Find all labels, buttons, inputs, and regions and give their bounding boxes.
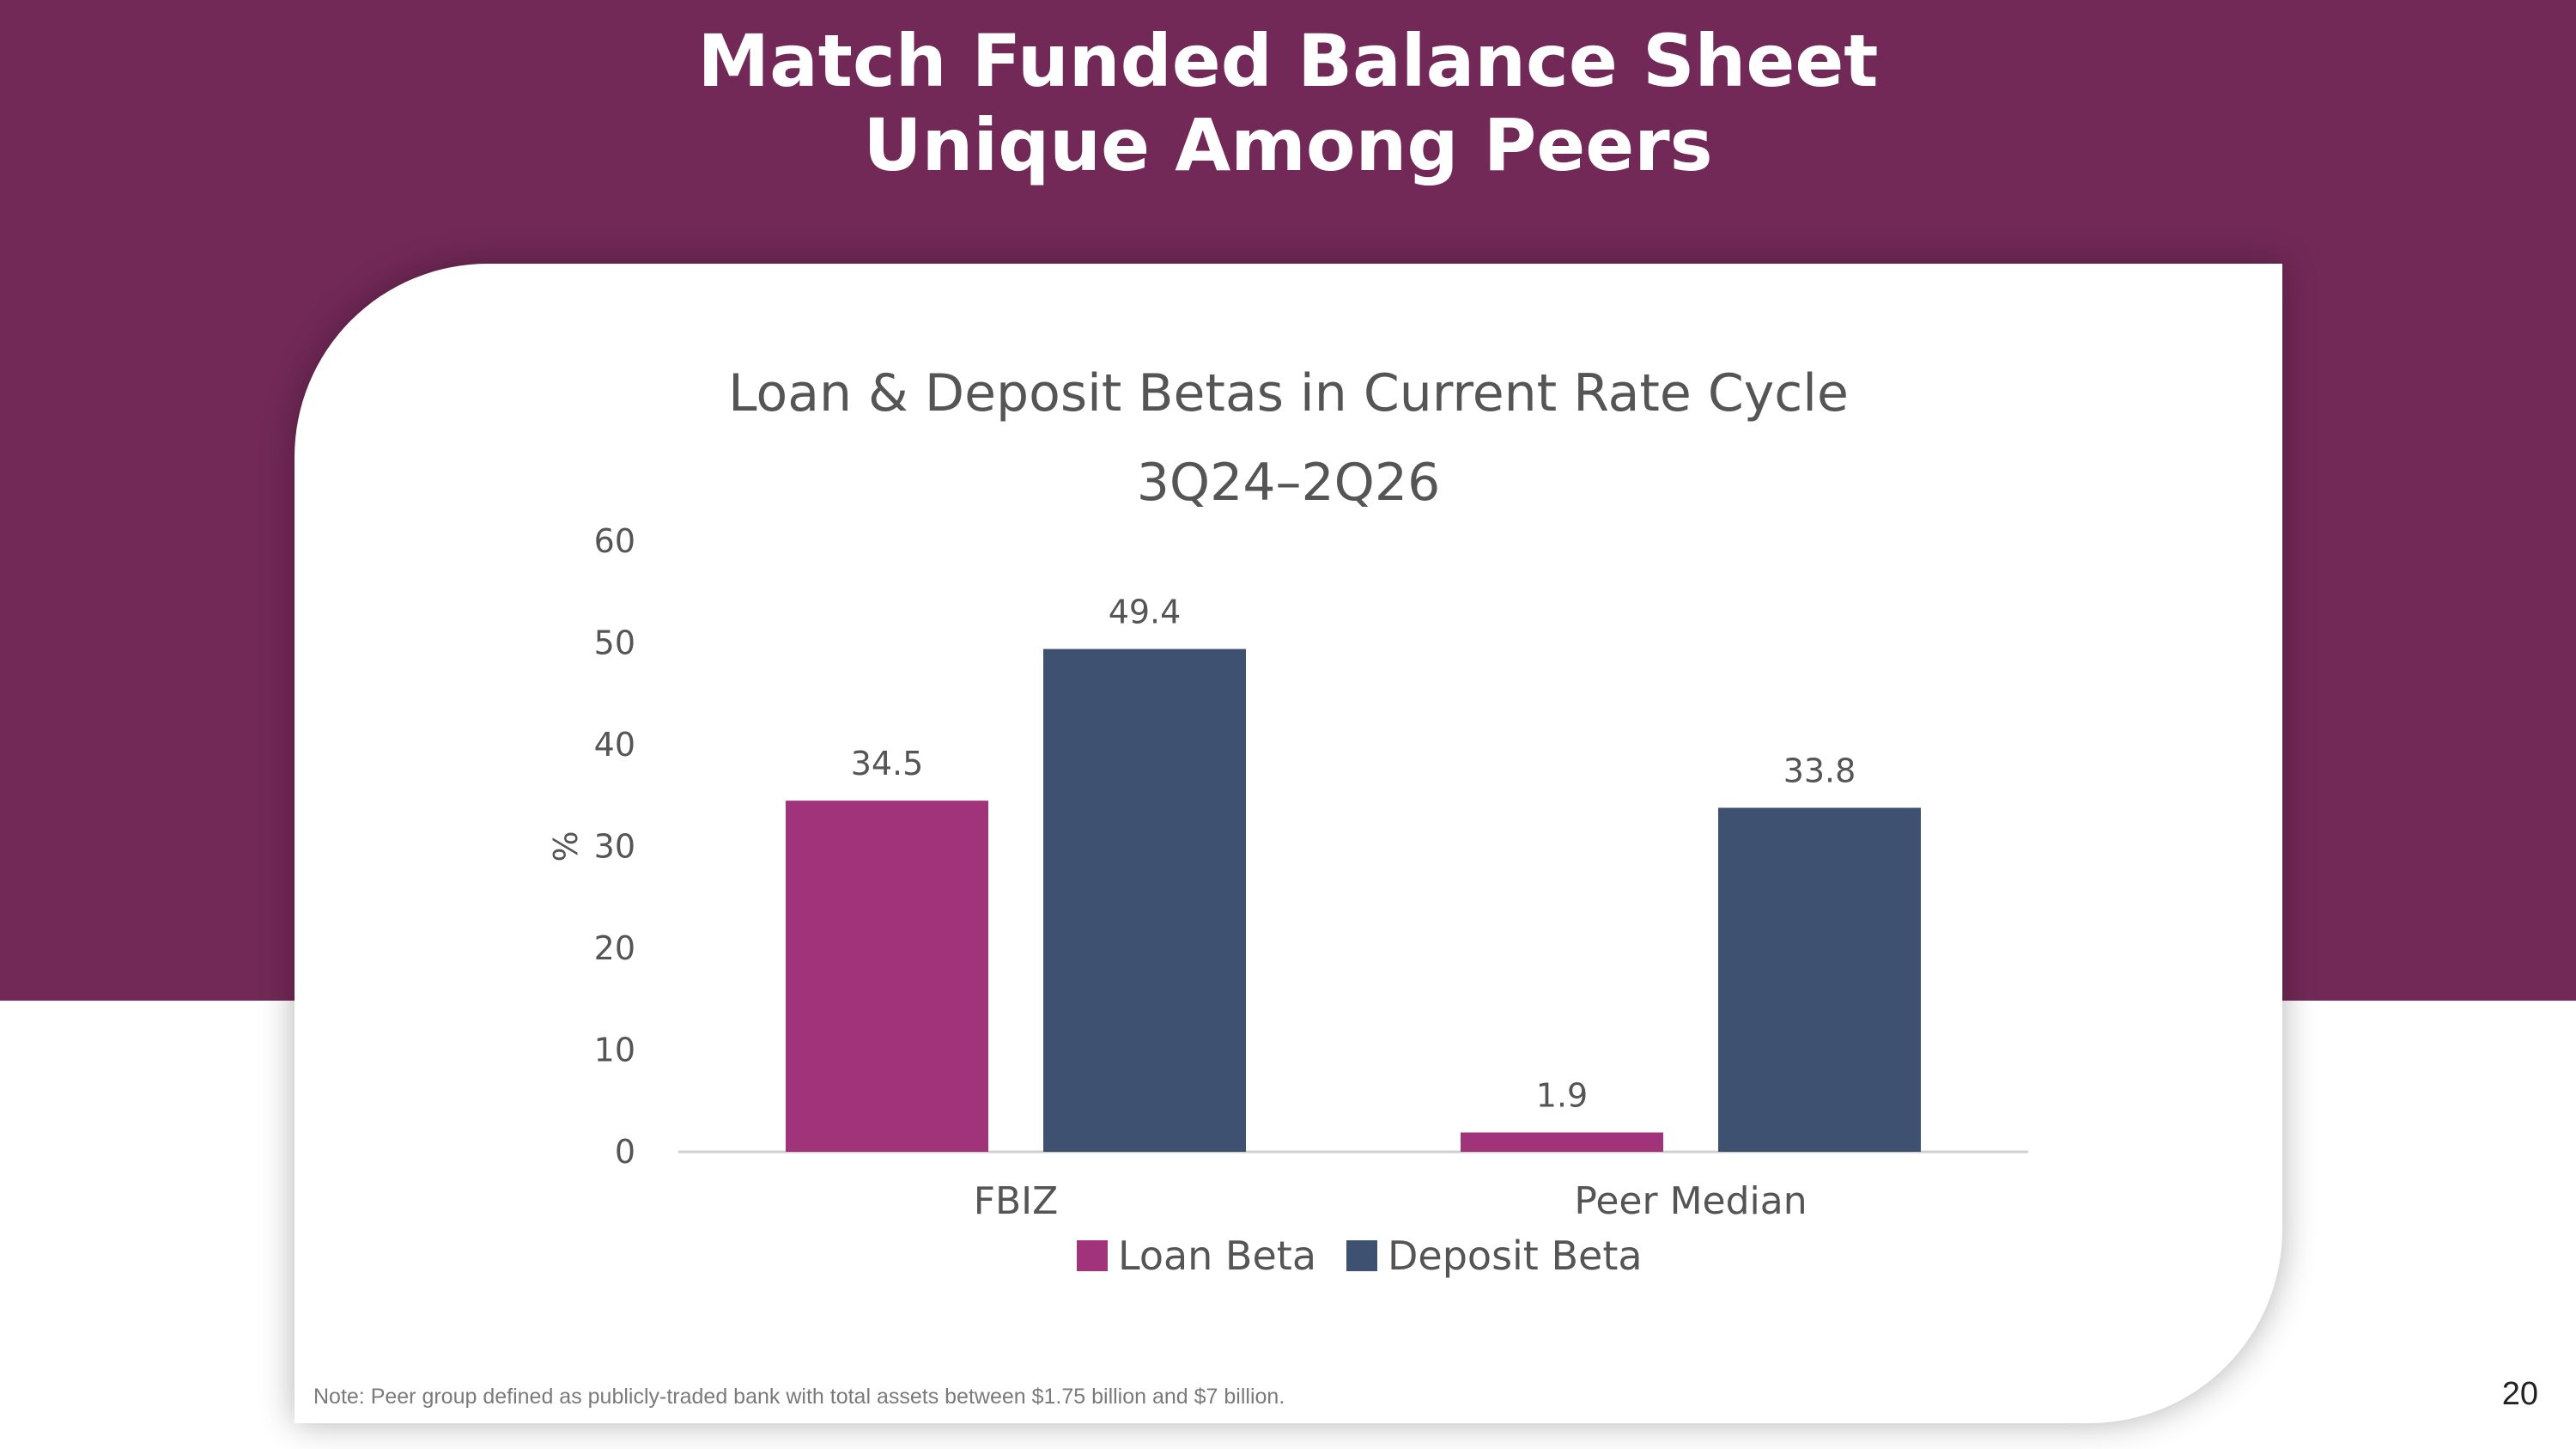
legend-label: Deposit Beta (1388, 1233, 1643, 1279)
legend-label: Loan Beta (1118, 1233, 1316, 1279)
x-category-label: FBIZ (974, 1179, 1059, 1223)
chart-subtitle: 3Q24–2Q26 (1136, 453, 1441, 513)
data-label: 1.9 (1536, 1076, 1588, 1114)
slide-title-line-1: Match Funded Balance Sheet (697, 19, 1879, 103)
x-category-label: Peer Median (1574, 1179, 1807, 1223)
data-label: 49.4 (1109, 594, 1182, 631)
chart-title: Loan & Deposit Betas in Current Rate Cyc… (728, 363, 1849, 423)
legend-swatch (1077, 1240, 1108, 1271)
data-label: 33.8 (1783, 752, 1856, 789)
data-label: 34.5 (851, 745, 924, 782)
bar-deposit-beta (1718, 807, 1921, 1152)
y-tick-label: 40 (594, 726, 635, 764)
y-axis-label: % (547, 831, 585, 861)
chart-card (295, 264, 2282, 1423)
y-tick-label: 20 (594, 929, 635, 967)
y-tick-label: 0 (615, 1133, 635, 1171)
slide-title-line-2: Unique Among Peers (863, 103, 1713, 187)
footnote: Note: Peer group defined as publicly-tra… (313, 1385, 1285, 1409)
bar-deposit-beta (1043, 648, 1246, 1152)
bar-loan-beta (786, 801, 988, 1152)
legend-swatch (1346, 1240, 1377, 1271)
page-number: 20 (2501, 1376, 2538, 1412)
y-tick-label: 10 (594, 1032, 635, 1069)
y-tick-label: 30 (594, 828, 635, 866)
y-tick-label: 60 (594, 522, 635, 560)
bar-loan-beta (1461, 1132, 1663, 1152)
y-tick-label: 50 (594, 624, 635, 662)
slide-title: Match Funded Balance Sheet Unique Among … (0, 19, 2576, 187)
